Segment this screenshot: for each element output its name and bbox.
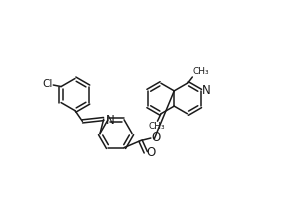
Text: CH₃: CH₃ — [149, 122, 165, 131]
Text: Cl: Cl — [42, 79, 53, 89]
Text: O: O — [147, 146, 156, 159]
Text: N: N — [202, 84, 211, 97]
Text: N: N — [106, 114, 114, 127]
Text: O: O — [152, 131, 161, 144]
Text: CH₃: CH₃ — [193, 67, 210, 76]
